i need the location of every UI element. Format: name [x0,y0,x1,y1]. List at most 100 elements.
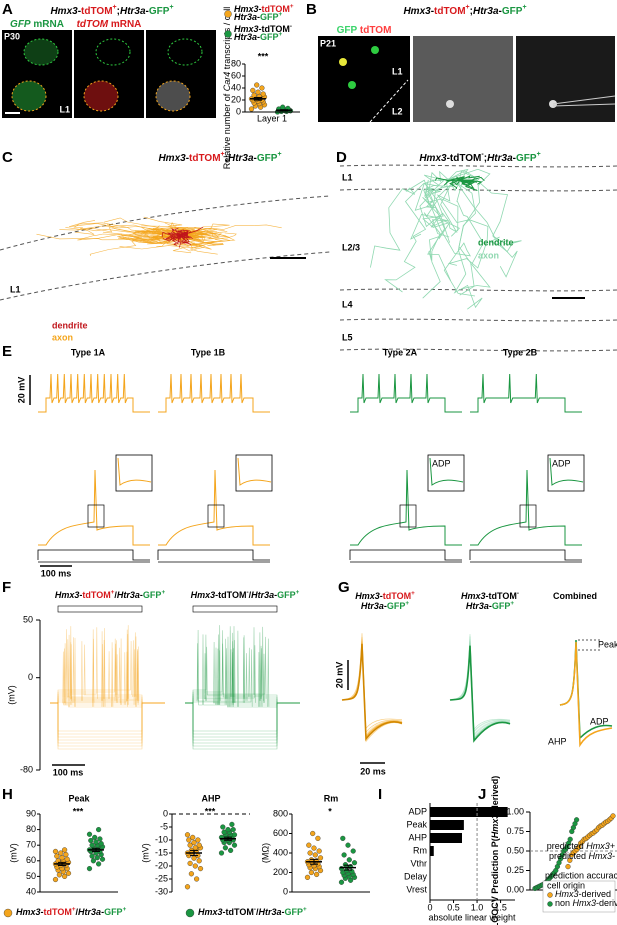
text-part: GFP [337,25,358,36]
trace [50,702,165,750]
y-tick-label: 0.00 [506,884,524,894]
trace [185,702,300,741]
y-tick-label: 0.50 [506,845,524,855]
layer-boundary [339,288,617,292]
text-part: / [256,907,259,917]
trace [449,635,511,732]
axon [422,179,452,299]
dendrite [459,175,480,181]
text-part: GFP [260,32,279,42]
y-label: (mV) [6,685,16,705]
trace [50,625,165,704]
text-part: Hmx3 [419,153,447,164]
trace [449,641,511,737]
y-tick-label: 0 [283,886,288,896]
trace [50,629,165,704]
stimulus [157,549,270,561]
trace [50,702,165,747]
image-label: GFP/phase [437,25,490,36]
point [65,870,72,876]
legend-label: Htr3a-GFP+ [234,11,283,22]
scale-label: 100 ms [53,767,84,777]
y-tick-label: -20 [155,860,168,870]
peak-label: Peak [598,639,617,649]
dendrite-label: dendrite [52,320,88,330]
trace [449,646,511,743]
type-label: Type 1B [191,347,226,357]
scale-label: 20 mV [334,662,344,689]
x-label: absolute linear weight [428,912,516,922]
trace [470,469,582,546]
raster [57,605,143,613]
point [191,839,197,846]
image-label: GFP mRNA [10,19,64,30]
dendrite [172,235,181,242]
point [306,842,312,848]
legend-swatch [547,901,553,907]
point [338,879,345,885]
chart-title: AHP [201,793,220,803]
type-label: Type 2A [383,347,418,357]
axon [427,170,450,238]
point [218,850,225,856]
point [345,842,351,848]
text-part: tdTOM [44,907,72,917]
text-part: - [78,6,81,17]
inset-box [87,504,105,528]
legend-label: non Hmx3-derived [555,898,617,908]
title: Hmx3-tdTOM+;Htr3a-GFP+ [158,151,281,163]
text-part: + [161,589,165,596]
text-part: mRNA [175,19,208,30]
axon [75,228,176,237]
point [259,85,265,91]
trace [449,645,511,742]
y-tick-label: 400 [273,847,288,857]
image [146,30,216,118]
text-part: - [517,590,519,597]
text-part: + [279,11,283,18]
axon [423,179,476,297]
x-tick-label: 0 [427,902,432,912]
trace [341,643,403,741]
dendrite [443,177,461,186]
text-part: - [254,153,257,164]
adp-label: ADP [552,458,571,468]
text-part: Htr3a [466,601,489,611]
text-part: + [72,906,76,913]
dendrite [459,179,478,191]
point [280,104,286,110]
point [315,835,321,841]
layer-label: L1 [10,284,21,294]
text-part: tdTOM [360,25,391,36]
dendrite [178,230,184,237]
text-part: GFP [143,590,162,600]
trace [50,628,165,708]
annotation: predicted Hmx3- [549,851,615,861]
text-part: / [76,907,79,917]
trace [185,702,300,738]
trace [185,629,300,706]
inset-trace [237,457,272,486]
trace [350,469,462,546]
axon [454,179,491,290]
trace [185,702,300,732]
point [196,858,202,864]
text-part: GFP [260,12,279,22]
text-part: + [169,4,173,11]
text-part: + [522,4,526,11]
y-tick-label: 70 [26,840,36,850]
text-part: - [431,6,434,17]
trace [341,633,403,730]
point [567,836,573,842]
text-part: GFP [284,907,303,917]
text-part: - [489,601,492,611]
panel-label: B [306,1,317,18]
text-part: - [101,907,104,917]
point [52,876,59,883]
axon [445,168,491,296]
text-part: Htr3a [251,590,274,600]
trace [470,373,582,413]
text-part: Hmx3 [461,591,486,601]
text-part: Htr3a [117,590,140,600]
y-tick-label: 90 [26,808,36,818]
